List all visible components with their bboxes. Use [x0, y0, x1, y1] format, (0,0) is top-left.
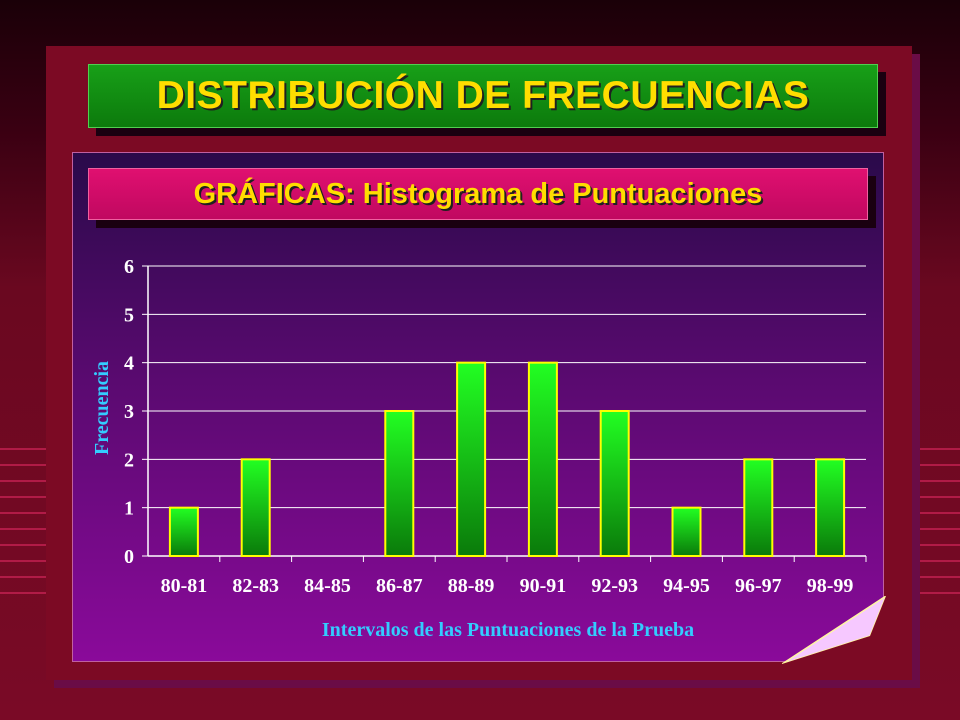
histogram-bar	[240, 458, 271, 557]
x-tick-label: 98-99	[807, 575, 854, 597]
histogram-bar	[456, 361, 487, 557]
page-curl	[782, 596, 886, 664]
histogram-bar	[168, 506, 199, 557]
slide-subtitle: GRÁFICAS: Histograma de Puntuaciones	[88, 168, 868, 220]
y-tick-label: 5	[124, 304, 134, 326]
x-tick-label: 80-81	[161, 575, 208, 597]
x-tick-label: 86-87	[376, 575, 423, 597]
y-tick-label: 2	[124, 449, 134, 471]
x-tick-label: 96-97	[735, 575, 782, 597]
left-decorative-stripes	[0, 448, 52, 618]
histogram-chart: 0 1 2 3 4 5 6 80-81 82-83 84-85 86-87 88-89 90-91 92-…	[91, 256, 867, 641]
y-tick-label: 0	[124, 546, 134, 568]
histogram-bar	[384, 410, 415, 557]
y-tick-label: 1	[124, 498, 134, 520]
x-tick-label: 84-85	[304, 575, 351, 597]
y-tick-label: 4	[124, 353, 134, 375]
histogram-bar	[599, 410, 630, 557]
histogram-bar	[815, 458, 846, 557]
histogram-bar	[671, 506, 702, 557]
y-tick-label: 3	[124, 401, 134, 423]
right-decorative-stripes	[910, 448, 960, 618]
x-tick-label: 92-93	[591, 575, 638, 597]
histogram-bar	[743, 458, 774, 557]
x-tick-label: 90-91	[520, 575, 567, 597]
x-axis-label: Intervalos de las Puntuaciones de la Pru…	[322, 619, 694, 641]
x-tick-label: 94-95	[663, 575, 710, 597]
y-axis-label: Frecuencia	[91, 361, 113, 455]
histogram-bar	[527, 361, 558, 557]
y-tick-label: 6	[124, 256, 134, 278]
x-tick-label: 88-89	[448, 575, 495, 597]
x-tick-label: 82-83	[232, 575, 279, 597]
slide-title: DISTRIBUCIÓN DE FRECUENCIAS	[88, 64, 878, 128]
